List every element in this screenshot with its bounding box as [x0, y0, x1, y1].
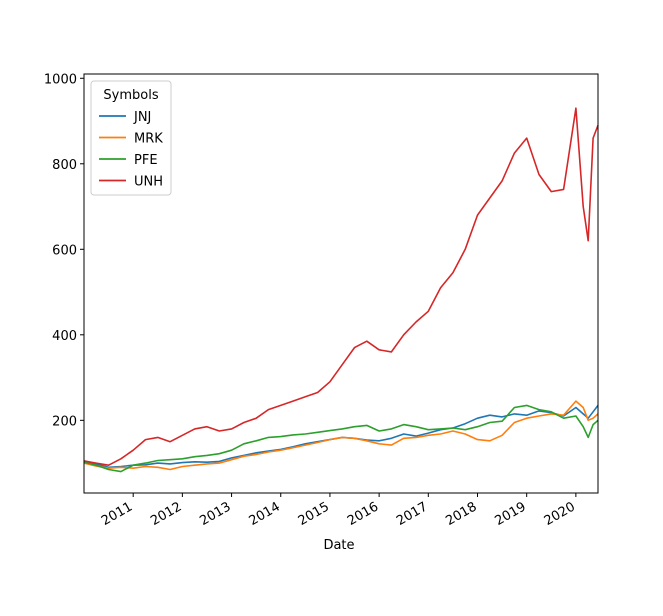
legend: Symbols JNJ MRK PFE UNH: [90, 80, 172, 196]
y-tick-label: 400: [52, 329, 77, 344]
axes-frame: [83, 73, 599, 494]
x-tick-label: 2019: [493, 499, 529, 529]
legend-label-jnj: JNJ: [133, 110, 151, 125]
series-line-jnj: [83, 404, 599, 469]
legend-label-mrk: MRK: [134, 132, 163, 147]
legend-title: Symbols: [103, 88, 158, 103]
legend-label-unh: UNH: [134, 175, 163, 190]
x-tick-label: 2011: [99, 499, 135, 529]
y-tick-label: 1000: [44, 72, 77, 87]
y-tick-label: 200: [52, 414, 77, 429]
y-axis: 200 400 600 800 1000: [44, 72, 84, 429]
x-axis: 2011 2012 2013 2014 2015 2016 2017 2018 2019 2020: [99, 493, 578, 529]
x-axis-label: Date: [323, 538, 354, 553]
series-line-unh: [83, 107, 599, 467]
x-tick-label: 2017: [394, 499, 430, 529]
x-tick-label: 2014: [247, 499, 283, 529]
x-tick-label: 2012: [148, 499, 184, 529]
x-tick-label: 2020: [542, 499, 578, 529]
x-tick-label: 2013: [197, 499, 233, 529]
legend-box: [90, 80, 172, 196]
x-tick-label: 2018: [443, 499, 479, 529]
series-line-pfe: [83, 404, 599, 473]
legend-label-pfe: PFE: [134, 153, 158, 168]
plot-lines: [83, 107, 599, 473]
x-tick-label: 2015: [296, 499, 332, 529]
y-tick-label: 600: [52, 243, 77, 258]
series-line-mrk: [83, 400, 599, 471]
y-tick-label: 800: [52, 158, 77, 173]
x-tick-label: 2016: [345, 499, 381, 529]
